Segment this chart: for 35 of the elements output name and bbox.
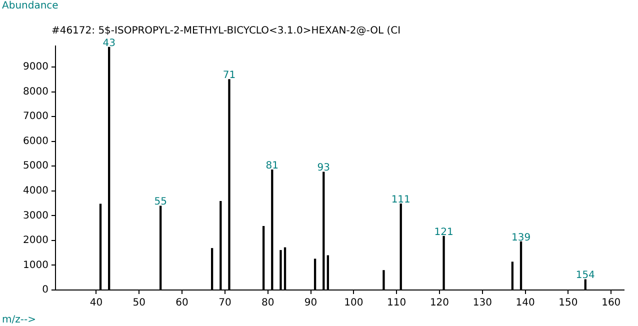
x-tick-label: 70: [218, 298, 232, 309]
x-tick-label: 40: [90, 298, 103, 309]
x-tick-label: 60: [176, 298, 188, 309]
annotation: 55: [154, 196, 167, 208]
x-tick-label: 120: [430, 298, 450, 309]
x-tick-label: 80: [261, 298, 274, 309]
x-axis-title: m/z-->: [2, 314, 36, 326]
x-tick-label: 150: [558, 298, 578, 309]
annotation: 111: [391, 194, 410, 206]
annotation: 71: [222, 70, 236, 82]
annotation: 81: [266, 160, 279, 172]
x-tick-label: 160: [602, 298, 621, 309]
annotation: 43: [102, 38, 116, 49]
x-tick-label: 50: [132, 298, 146, 309]
annotation: 121: [434, 226, 454, 238]
x-tick-label: 110: [387, 298, 406, 309]
chart-title: #46172: 5$-ISOPROPYL-2-METHYL-BICYCLO<3.1.0>HEXAN-2@-OL (CI: [51, 26, 401, 37]
annotation: 93: [317, 162, 330, 174]
x-tick-label: 100: [344, 298, 364, 309]
y-tick-label: 7000: [22, 111, 48, 122]
y-tick-label: 9000: [22, 62, 48, 73]
y-tick-label: 5000: [22, 160, 48, 172]
y-tick-label: 0: [42, 284, 48, 296]
y-tick-label: 4000: [22, 186, 48, 197]
y-tick-label: 2000: [22, 235, 48, 246]
y-axis-title: Abundance: [2, 0, 58, 12]
annotation: 139: [511, 232, 531, 244]
y-tick-label: 6000: [22, 136, 48, 147]
annotation: 154: [576, 270, 595, 282]
y-tick-label: 8000: [22, 86, 48, 98]
x-tick-label: 140: [516, 298, 535, 309]
x-tick-label: 130: [472, 298, 492, 309]
y-tick-label: 3000: [22, 210, 48, 222]
y-tick-label: 1000: [22, 260, 48, 271]
x-tick-label: 90: [304, 298, 318, 309]
